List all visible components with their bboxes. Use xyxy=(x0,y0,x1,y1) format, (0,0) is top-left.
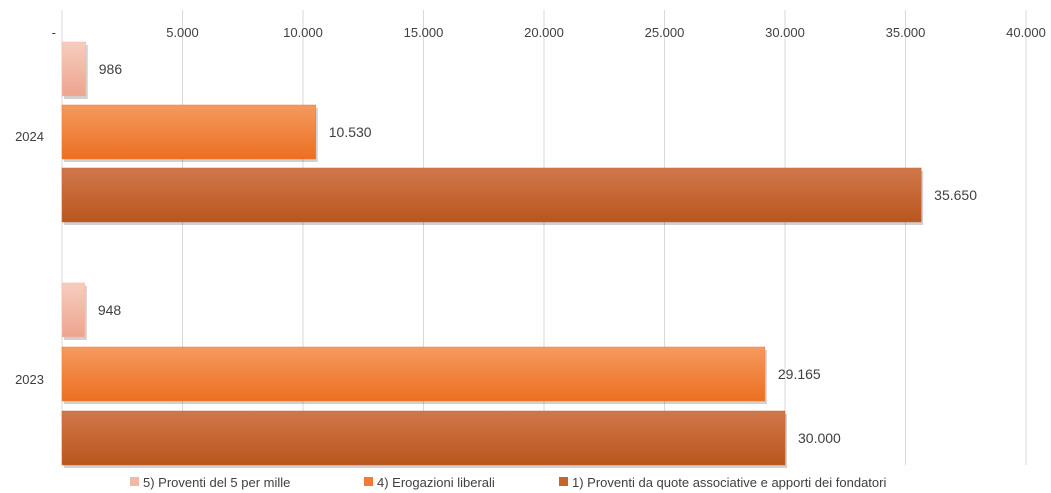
x-tick-label: 25.000 xyxy=(645,25,685,40)
data-label: 10.530 xyxy=(329,124,372,140)
x-tick-label: 15.000 xyxy=(404,25,444,40)
category-label: 2023 xyxy=(15,372,44,387)
bar xyxy=(61,41,87,97)
bar xyxy=(61,282,86,338)
data-labels: 986 10.530 35.650 948 29.165 30.000 xyxy=(98,61,977,446)
bar xyxy=(61,410,786,466)
category-label: 2024 xyxy=(15,129,44,144)
legend-swatch xyxy=(130,477,139,486)
data-label: 948 xyxy=(98,302,122,318)
x-tick-label: 30.000 xyxy=(765,25,805,40)
bar xyxy=(61,167,922,223)
data-label: 30.000 xyxy=(798,430,841,446)
x-tick-label: 35.000 xyxy=(886,25,926,40)
bars xyxy=(61,41,924,468)
legend-label: 4) Erogazioni liberali xyxy=(377,475,495,490)
data-label: 35.650 xyxy=(934,187,977,203)
legend-label: 1) Proventi da quote associative e appor… xyxy=(572,475,886,490)
bar xyxy=(61,104,317,160)
legend: 5) Proventi del 5 per mille 4) Erogazioni… xyxy=(130,475,886,490)
x-tick-label: - xyxy=(52,25,56,40)
category-axis: 2024 2023 xyxy=(15,129,44,387)
legend-label: 5) Proventi del 5 per mille xyxy=(143,475,290,490)
data-label: 986 xyxy=(99,61,123,77)
x-tick-label: 40.000 xyxy=(1006,25,1046,40)
legend-swatch xyxy=(364,477,373,486)
gridlines xyxy=(61,10,1027,465)
legend-swatch xyxy=(559,477,568,486)
x-axis-ticks: - 5.000 10.000 15.000 20.000 25.000 30.000 35.0… xyxy=(52,25,1046,40)
x-tick-label: 5.000 xyxy=(166,25,199,40)
x-tick-label: 10.000 xyxy=(283,25,323,40)
data-label: 29.165 xyxy=(778,366,821,382)
bar xyxy=(61,346,766,402)
x-tick-label: 20.000 xyxy=(524,25,564,40)
